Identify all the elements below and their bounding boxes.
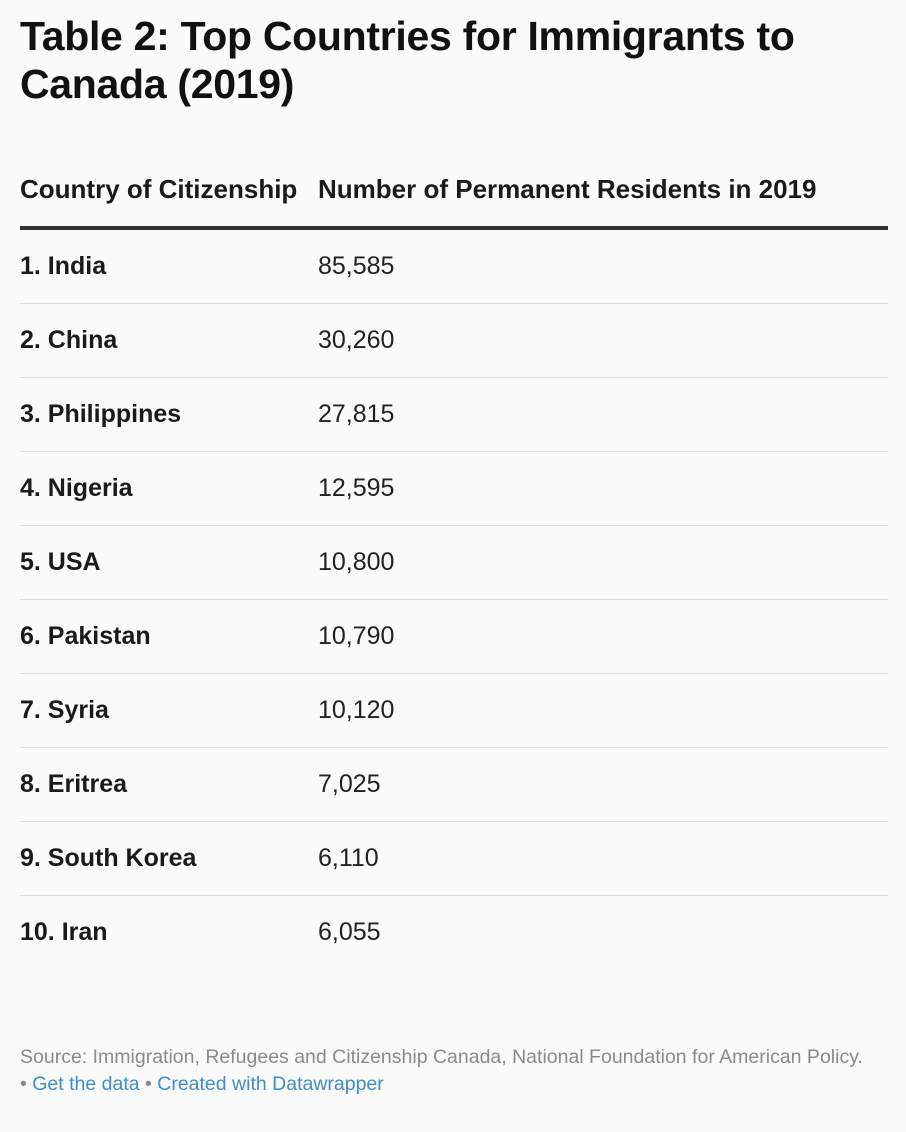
cell-country: 10. Iran [20, 918, 108, 946]
cell-value: 12,595 [318, 451, 888, 526]
data-table: Country of Citizenship Number of Permane… [20, 172, 888, 969]
cell-country: 7. Syria [20, 673, 318, 748]
footer-links: • Get the data • Created with Datawrappe… [20, 1071, 888, 1098]
footer-separator: • [145, 1073, 152, 1095]
cell-country: 5. USA [20, 525, 318, 600]
cell-country: 9. South Korea [20, 821, 318, 896]
get-the-data-link[interactable]: Get the data [32, 1073, 140, 1095]
cell-value: 7,025 [318, 747, 888, 822]
table-row: 7. Syria 10,120 [20, 673, 888, 748]
cell-value: 27,815 [318, 377, 888, 452]
cell-value: 10,120 [318, 673, 888, 748]
cell-value: 30,260 [318, 303, 888, 378]
cell-country: 6. Pakistan [20, 599, 318, 674]
chart-title: Table 2: Top Countries for Immigrants to… [20, 13, 795, 107]
chart-header: Table 2: Top Countries for Immigrants to… [20, 12, 888, 108]
cell-country: 3. Philippines [20, 377, 318, 452]
cell-country: 1. India [20, 228, 318, 304]
cell-value: 6,055 [318, 918, 381, 946]
cell-country: 8. Eritrea [20, 747, 318, 822]
column-header-country[interactable]: Country of Citizenship [20, 172, 318, 230]
cell-value: 85,585 [318, 228, 888, 304]
table-row: 2. China 30,260 [20, 303, 888, 378]
cell-value: 6,110 [318, 821, 888, 896]
column-header-value[interactable]: Number of Permanent Residents in 2019 [318, 172, 888, 230]
footer-separator: • [20, 1073, 27, 1095]
table-row: 9. South Korea 6,110 [20, 821, 888, 896]
table-row: 3. Philippines 27,815 [20, 377, 888, 452]
cell-country: 4. Nigeria [20, 451, 318, 526]
table-row: 8. Eritrea 7,025 [20, 747, 888, 822]
cell-value: 10,800 [318, 525, 888, 600]
header-row: Country of Citizenship Number of Permane… [20, 172, 888, 230]
table-header: Country of Citizenship Number of Permane… [20, 172, 888, 230]
table-row: 4. Nigeria 12,595 [20, 451, 888, 526]
source-note: Source: Immigration, Refugees and Citize… [20, 1046, 863, 1068]
table-row: 6. Pakistan 10,790 [20, 599, 888, 674]
cell-value: 10,790 [318, 599, 888, 674]
table-body: 1. India 85,585 2. China 30,260 3. Philippin… [20, 228, 888, 969]
created-with-datawrapper-link[interactable]: Created with Datawrapper [157, 1073, 384, 1095]
cell-country: 2. China [20, 303, 318, 378]
chart-footer: Source: Immigration, Refugees and Citize… [20, 1044, 888, 1098]
table-row: 1. India 85,585 [20, 228, 888, 304]
table-row: 10. Iran 6,055 [20, 896, 888, 970]
table-row: 5. USA 10,800 [20, 525, 888, 600]
